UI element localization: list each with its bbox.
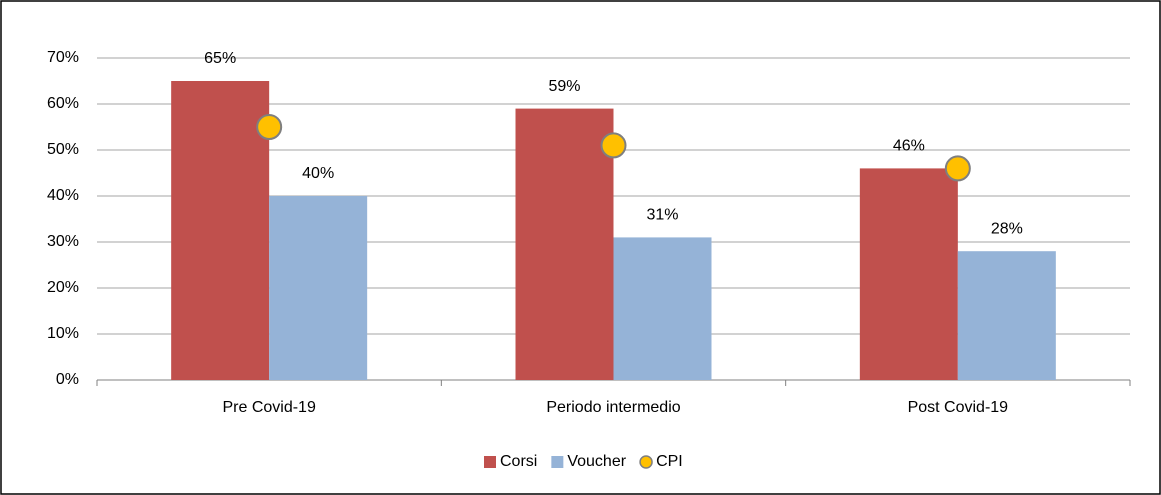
data-label: 31% <box>646 207 678 224</box>
marker <box>944 155 971 182</box>
x-tick-label: Periodo intermedio <box>546 399 680 416</box>
y-tick-label: 30% <box>47 233 79 250</box>
data-label: 40% <box>302 165 334 182</box>
legend-label: CPI <box>656 453 683 470</box>
y-tick-label: 60% <box>47 95 79 112</box>
bar <box>613 237 712 380</box>
legend-swatch <box>551 456 564 468</box>
data-label: 65% <box>204 50 236 67</box>
legend-swatch <box>484 456 496 468</box>
marker <box>256 114 283 140</box>
data-label: 46% <box>893 138 925 155</box>
bar <box>515 108 614 380</box>
marker <box>600 132 627 159</box>
y-tick-label: 20% <box>47 279 79 296</box>
bar <box>171 81 270 380</box>
y-tick-label: 40% <box>47 187 79 204</box>
x-tick-label: Pre Covid-19 <box>222 399 315 416</box>
y-tick-label: 50% <box>47 141 79 158</box>
legend-label: Voucher <box>567 453 626 470</box>
y-tick-label: 0% <box>56 371 79 388</box>
bar <box>859 168 958 380</box>
legend-marker <box>639 455 653 469</box>
data-label: 59% <box>548 78 580 95</box>
legend-label: Corsi <box>500 453 537 470</box>
bar <box>957 251 1056 380</box>
y-tick-label: 70% <box>47 49 79 66</box>
data-label: 28% <box>991 220 1023 237</box>
x-tick-label: Post Covid-19 <box>908 399 1009 416</box>
bar <box>269 196 368 380</box>
y-tick-label: 10% <box>47 325 79 342</box>
